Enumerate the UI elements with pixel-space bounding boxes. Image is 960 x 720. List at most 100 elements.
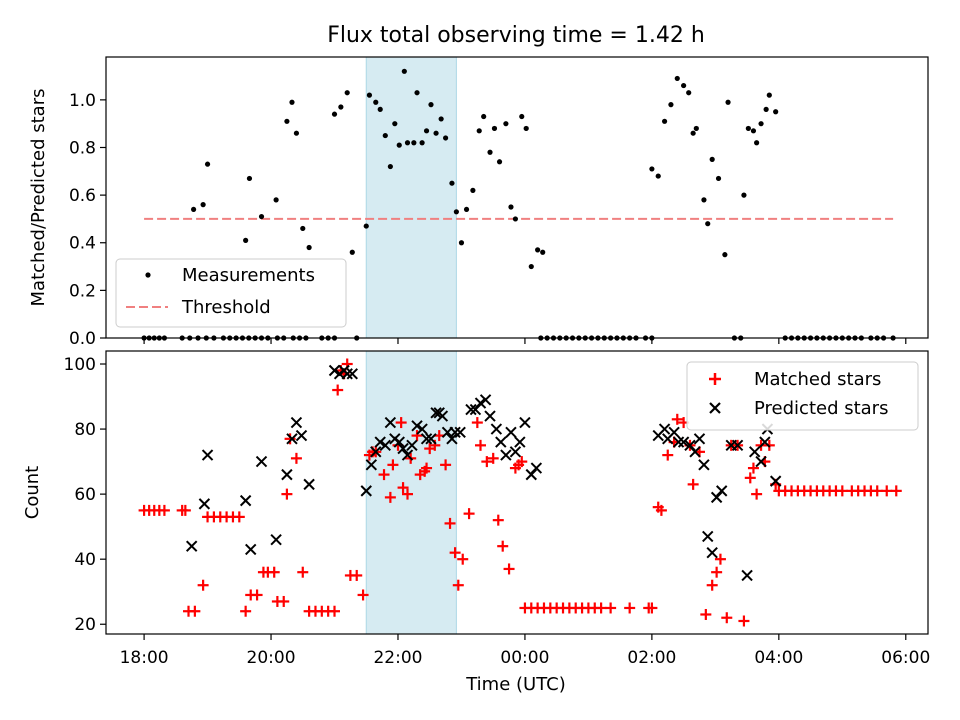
- measurement-point: [458, 240, 465, 246]
- matched-star-point: [158, 504, 170, 516]
- predicted-star-point: [201, 449, 214, 461]
- measurement-point: [258, 213, 265, 220]
- top-y-ticks: 0.0 0.2 0.4 0.6 0.8 1.0: [69, 91, 106, 349]
- legend-predicted-marker: [709, 402, 721, 414]
- matched-star-point: [189, 605, 201, 617]
- predicted-star-point: [420, 433, 433, 445]
- measurement-point: [686, 90, 692, 96]
- measurement-point: [392, 121, 398, 127]
- predicted-star-point: [677, 436, 690, 448]
- matched-star-point: [179, 504, 191, 516]
- predicted-star-point: [755, 455, 767, 468]
- predicted-star-point: [495, 436, 507, 448]
- predicted-star-point: [509, 446, 522, 458]
- matched-star-point: [378, 469, 390, 481]
- matched-star-point: [503, 563, 515, 575]
- predicted-star-point: [430, 407, 442, 419]
- y-tick-label: 0.2: [69, 281, 96, 301]
- measurement-point: [709, 156, 715, 162]
- measurement-point: [481, 113, 487, 120]
- matched-star-point: [278, 595, 290, 607]
- measurement-point: [246, 175, 253, 182]
- predicted-star-point: [374, 436, 386, 448]
- predicted-star-point: [759, 436, 771, 448]
- predicted-star-point: [769, 475, 782, 487]
- measurement-point: [404, 140, 411, 146]
- legend-matched-marker: [709, 373, 721, 385]
- bottom-y-ticks: 20 40 60 80 100: [64, 355, 106, 635]
- bottom-y-axis-label: Count: [22, 466, 43, 519]
- matched-star-point: [440, 459, 452, 471]
- predicted-star-point: [416, 423, 428, 435]
- measurement-point: [496, 159, 503, 165]
- matched-star-point: [738, 615, 750, 627]
- matched-star-point: [671, 413, 683, 425]
- predicted-star-point: [519, 416, 531, 429]
- matched-star-point: [747, 462, 759, 474]
- legend-threshold-label: Threshold: [181, 297, 271, 318]
- matched-star-point: [233, 511, 245, 523]
- matched-star-point: [662, 449, 674, 461]
- predicted-star-point: [425, 433, 437, 445]
- predicted-star-point: [693, 433, 706, 445]
- measurement-point: [519, 113, 525, 120]
- bottom-x-ticks: 18:00 20:00 22:00 00:00 02:00 04:00 06:00: [120, 634, 930, 668]
- matched-star-point: [881, 485, 893, 497]
- measurement-point: [200, 202, 206, 208]
- predicted-star-point: [365, 459, 378, 471]
- measurement-point: [414, 90, 420, 96]
- measurement-point: [763, 106, 769, 112]
- predicted-star-point: [379, 439, 391, 452]
- matched-star-point: [655, 504, 667, 516]
- x-tick-label: 00:00: [500, 648, 549, 668]
- measurement-point: [741, 192, 747, 198]
- predicted-star-point: [346, 368, 358, 380]
- legend-matched-label: Matched stars: [754, 369, 881, 390]
- predicted-star-point: [328, 364, 341, 377]
- matched-star-point: [492, 514, 504, 526]
- measurement-point: [428, 102, 434, 108]
- matched-star-point: [751, 488, 763, 500]
- measurement-point: [401, 68, 407, 74]
- matched-star-point: [463, 508, 475, 520]
- measurement-point: [344, 90, 350, 96]
- predicted-star-point: [198, 498, 211, 510]
- matched-star-point: [251, 589, 263, 601]
- measurement-point: [453, 209, 459, 215]
- predicted-star-point: [454, 426, 466, 439]
- predicted-star-point: [446, 433, 458, 445]
- matched-star-point: [605, 602, 617, 614]
- measurement-point: [411, 140, 417, 146]
- x-tick-label: 18:00: [120, 648, 169, 668]
- matched-star-point: [402, 488, 414, 500]
- measurement-point: [750, 128, 757, 134]
- matched-star-point: [421, 462, 433, 474]
- x-tick-label: 04:00: [754, 648, 803, 668]
- chart-title: Flux total observing time = 1.42 h: [327, 23, 705, 48]
- measurement-point: [681, 82, 687, 89]
- matched-star-point: [449, 547, 461, 559]
- predicted-star-point: [295, 429, 308, 442]
- predicted-star-point: [281, 468, 293, 481]
- y-tick-label: 0.8: [69, 138, 96, 158]
- measurement-point: [300, 225, 306, 232]
- matched-star-point: [411, 430, 423, 442]
- measurement-point: [535, 247, 541, 253]
- measurement-point: [442, 135, 449, 141]
- top-axes: 0.0 0.2 0.4 0.6 0.8 1.0 Matched/Predicted sta…: [28, 56, 929, 349]
- top-axes-frame: [105, 56, 929, 339]
- bottom-axes: 20 40 60 80 100 18:00 20:00 22:00 00:00 02:00 04:…: [22, 350, 930, 695]
- y-tick-label: 20: [74, 615, 96, 635]
- measurement-point: [508, 204, 514, 210]
- predicted-star-point: [684, 439, 696, 452]
- matched-star-point: [624, 602, 636, 614]
- predicted-star-point: [500, 449, 512, 461]
- measurement-point: [273, 197, 279, 203]
- predicted-star-point: [360, 485, 372, 497]
- measurement-point: [725, 99, 731, 105]
- y-tick-label: 60: [74, 485, 96, 505]
- matched-star-point: [444, 517, 456, 529]
- measurement-point: [396, 142, 402, 148]
- measurement-point: [503, 121, 509, 127]
